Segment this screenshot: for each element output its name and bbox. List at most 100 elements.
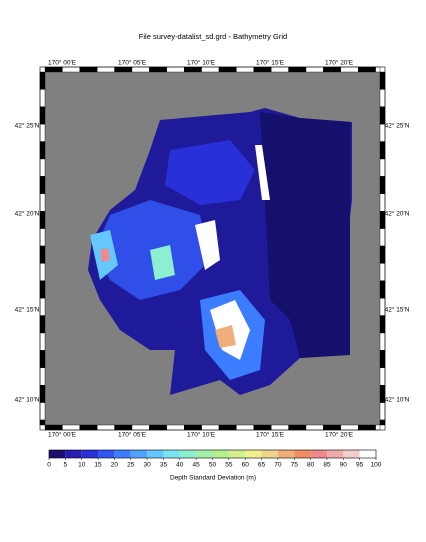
frame-segment: [166, 66, 185, 73]
lat-label: 42° 15'N: [15, 306, 40, 314]
colorbar-swatch: [277, 450, 295, 458]
frame-segment: [288, 424, 307, 431]
frame-segment: [79, 66, 98, 73]
colorbar-swatch: [98, 450, 115, 458]
colorbar-swatch: [196, 450, 213, 458]
frame-segment: [379, 158, 386, 177]
frame-segment: [39, 71, 46, 90]
frame-segment: [39, 123, 46, 142]
frame-segment: [183, 424, 202, 431]
frame-segment: [39, 210, 46, 229]
frame-segment: [305, 66, 324, 73]
frame-segment: [39, 419, 46, 426]
frame-segment: [253, 424, 272, 431]
colorbar-tick-label: 95: [356, 462, 364, 469]
frame-segment: [379, 367, 386, 386]
lon-label: 170° 00'E: [48, 59, 77, 67]
colorbar-swatch: [261, 450, 278, 458]
frame-segment: [39, 367, 46, 386]
colorbar-swatch: [294, 450, 311, 458]
lon-label: 170° 00'E: [48, 431, 77, 439]
lon-label: 170° 10'E: [187, 431, 216, 439]
colorbar-swatch: [343, 450, 360, 458]
frame-segment: [253, 66, 272, 73]
colorbar-tick-label: 0: [47, 462, 51, 469]
frame-segment: [236, 66, 254, 73]
frame-segment: [271, 424, 289, 431]
frame-outline: [39, 66, 386, 431]
frame-segment: [340, 424, 359, 431]
colorbar-swatch: [81, 450, 99, 458]
colorbar-tick-label: 15: [94, 462, 102, 469]
colorbar-swatch: [163, 450, 180, 458]
frame-segment: [323, 424, 341, 431]
frame-segment: [375, 424, 381, 431]
survey-coverage: [88, 108, 352, 395]
frame-segment: [379, 228, 386, 247]
frame-segment: [379, 176, 386, 194]
lon-label: 170° 05'E: [118, 59, 147, 67]
lat-label: 42° 20'N: [385, 210, 410, 218]
lat-label: 42° 25'N: [15, 122, 40, 130]
colorbar-tick-label: 40: [176, 462, 184, 469]
frame-segment: [379, 315, 386, 334]
colorbar-swatch: [326, 450, 344, 458]
frame-segment: [379, 402, 386, 421]
frame-segment: [323, 66, 341, 73]
frame-segment: [379, 89, 386, 108]
colorbar-label: Depth Standard Deviation (m): [170, 475, 256, 482]
lon-label: 170° 10'E: [187, 59, 216, 67]
frame-segment: [39, 176, 46, 194]
frame-segment: [201, 66, 220, 73]
frame-segment: [39, 245, 46, 264]
colorbar-swatch: [245, 450, 262, 458]
frame-segment: [39, 106, 46, 125]
colorbar-tick-label: 30: [143, 462, 151, 469]
colorbar-tick-label: 65: [258, 462, 266, 469]
colorbar-swatch: [147, 450, 164, 458]
colorbar-tick-label: 45: [193, 462, 201, 469]
frame-segment: [379, 106, 386, 125]
frame-segment: [305, 424, 324, 431]
frame-segment: [39, 385, 46, 403]
frame-segment: [39, 263, 46, 281]
frame-segment: [358, 66, 376, 73]
frame-segment: [39, 332, 46, 351]
colorbar-tick-label: 5: [64, 462, 68, 469]
colorbar-tick-label: 90: [340, 462, 348, 469]
colorbar-swatch: [228, 450, 246, 458]
map-frame: [39, 66, 386, 431]
frame-segment: [379, 141, 386, 160]
lat-label: 42° 10'N: [15, 396, 40, 404]
frame-segment: [62, 66, 81, 73]
colorbar-swatch: [114, 450, 131, 458]
colorbar-swatch: [49, 450, 66, 458]
frame-segment: [96, 66, 115, 73]
lon-label: 170° 15'E: [256, 431, 285, 439]
lat-label: 42° 20'N: [15, 210, 40, 218]
colorbar-tick-label: 35: [160, 462, 168, 469]
frame-segment: [379, 350, 386, 368]
colorbar-tick-label: 25: [127, 462, 135, 469]
frame-segment: [379, 193, 386, 212]
frame-segment: [39, 402, 46, 421]
colorbar-tick-label: 75: [291, 462, 299, 469]
colorbar-swatch: [310, 450, 327, 458]
frame-segment: [39, 350, 46, 368]
frame-segment: [379, 280, 386, 299]
frame-segment: [236, 424, 254, 431]
colorbar-swatch: [212, 450, 229, 458]
frame-segment: [39, 298, 46, 316]
frame-segment: [379, 71, 386, 90]
frame-segment: [379, 332, 386, 351]
lon-label: 170° 15'E: [256, 59, 285, 67]
colorbar-tick-label: 85: [323, 462, 331, 469]
lat-label: 42° 15'N: [385, 306, 410, 314]
colorbar-swatch: [130, 450, 148, 458]
frame-segment: [288, 66, 307, 73]
frame-segment: [39, 228, 46, 247]
frame-segment: [114, 424, 133, 431]
frame-segment: [379, 419, 386, 426]
frame-segment: [79, 424, 98, 431]
frame-segment: [340, 66, 359, 73]
